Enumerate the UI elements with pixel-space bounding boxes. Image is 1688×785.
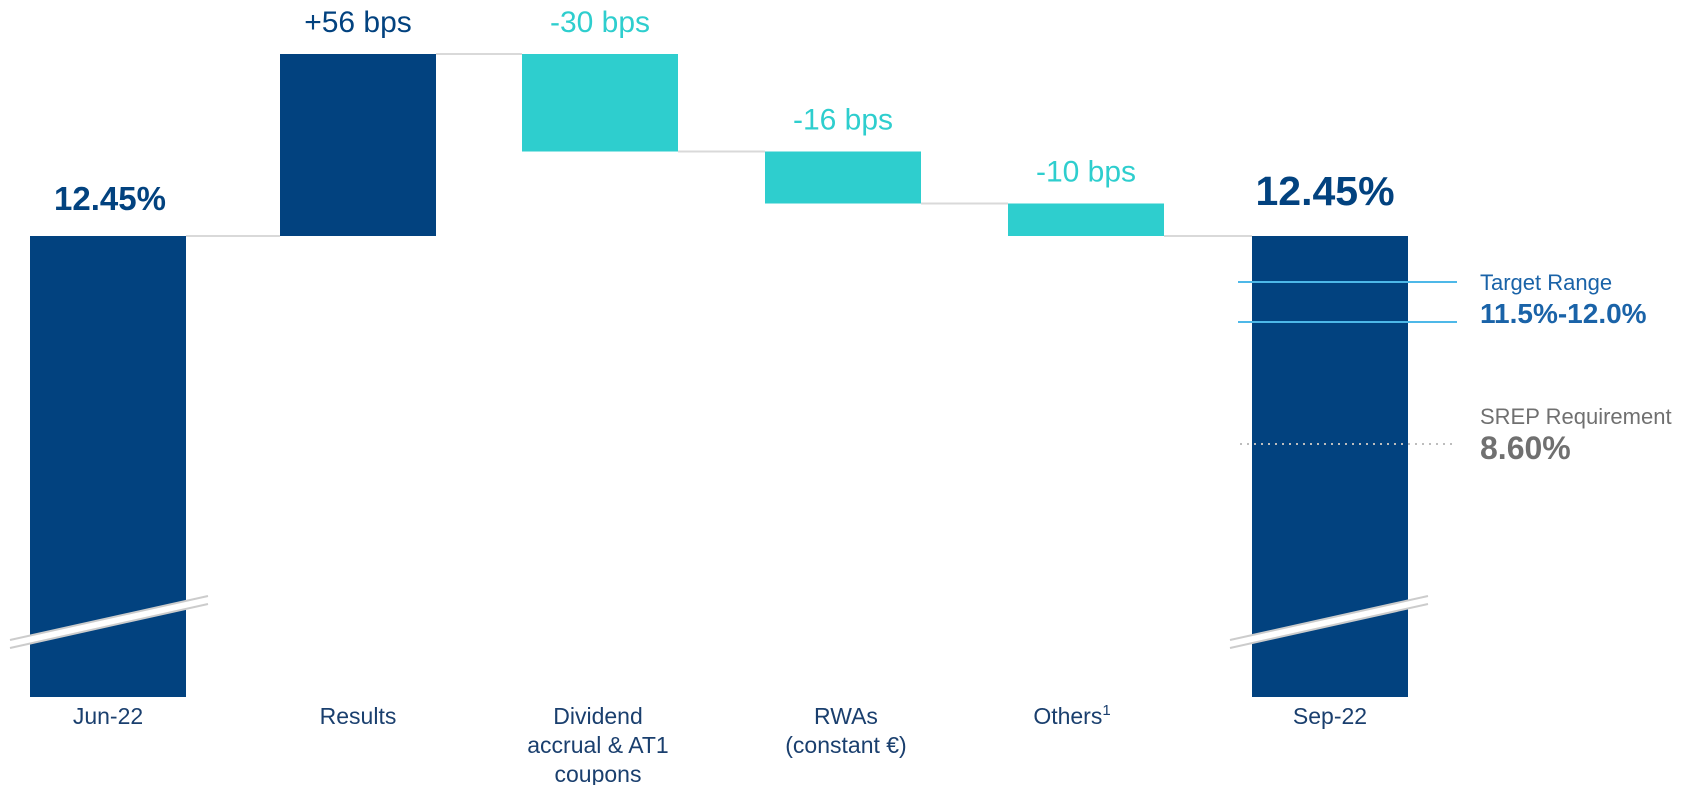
dividend-value-label: -30 bps — [550, 6, 650, 39]
results-value-label: +56 bps — [304, 6, 412, 39]
category-label-line: Jun-22 — [73, 703, 143, 729]
rwas-value-label: -16 bps — [793, 104, 893, 137]
category-sep-22: Sep-22 — [1293, 703, 1367, 729]
axis-break-gap — [9, 596, 209, 648]
srep-title: SREP Requirement — [1480, 404, 1672, 429]
axis-break-mark — [1229, 595, 1429, 641]
axis-break-mark — [9, 595, 209, 641]
axis-break-mark — [9, 603, 209, 649]
start-value-label: 12.45% — [54, 180, 166, 217]
target-range-title: Target Range — [1480, 270, 1612, 295]
target-range-value: 11.5%-12.0% — [1480, 298, 1647, 329]
bar-sep-22 — [1252, 236, 1408, 697]
category-label-line: (constant €) — [785, 732, 906, 758]
category-dividend-at1: Dividend accrual & AT1 coupons — [527, 703, 668, 785]
bar-rwas — [765, 151, 921, 204]
category-label-line: Sep-22 — [1293, 703, 1367, 729]
axis-break-gap — [1229, 596, 1429, 648]
category-label-line: Results — [320, 703, 397, 729]
bar-jun-22 — [30, 236, 186, 697]
others-value-label: -10 bps — [1036, 156, 1136, 189]
category-results: Results — [320, 703, 397, 729]
category-label-line: accrual & AT1 — [527, 732, 668, 758]
others-footnote-marker: 1 — [1102, 702, 1110, 719]
srep-value: 8.60% — [1480, 430, 1571, 466]
bar-dividend-at1 — [522, 54, 678, 152]
category-label-line: coupons — [555, 761, 642, 785]
category-rwas: RWAs (constant €) — [785, 703, 906, 758]
end-value-label: 12.45% — [1255, 168, 1394, 214]
bar-results — [280, 54, 436, 236]
category-others: Others1 — [1033, 702, 1110, 729]
axis-break-mark — [1229, 603, 1429, 649]
category-jun-22: Jun-22 — [73, 703, 143, 729]
category-label-line: Dividend — [553, 703, 643, 729]
category-label-line: Others — [1033, 703, 1102, 729]
bar-others — [1008, 203, 1164, 236]
category-label-line: RWAs — [814, 703, 878, 729]
